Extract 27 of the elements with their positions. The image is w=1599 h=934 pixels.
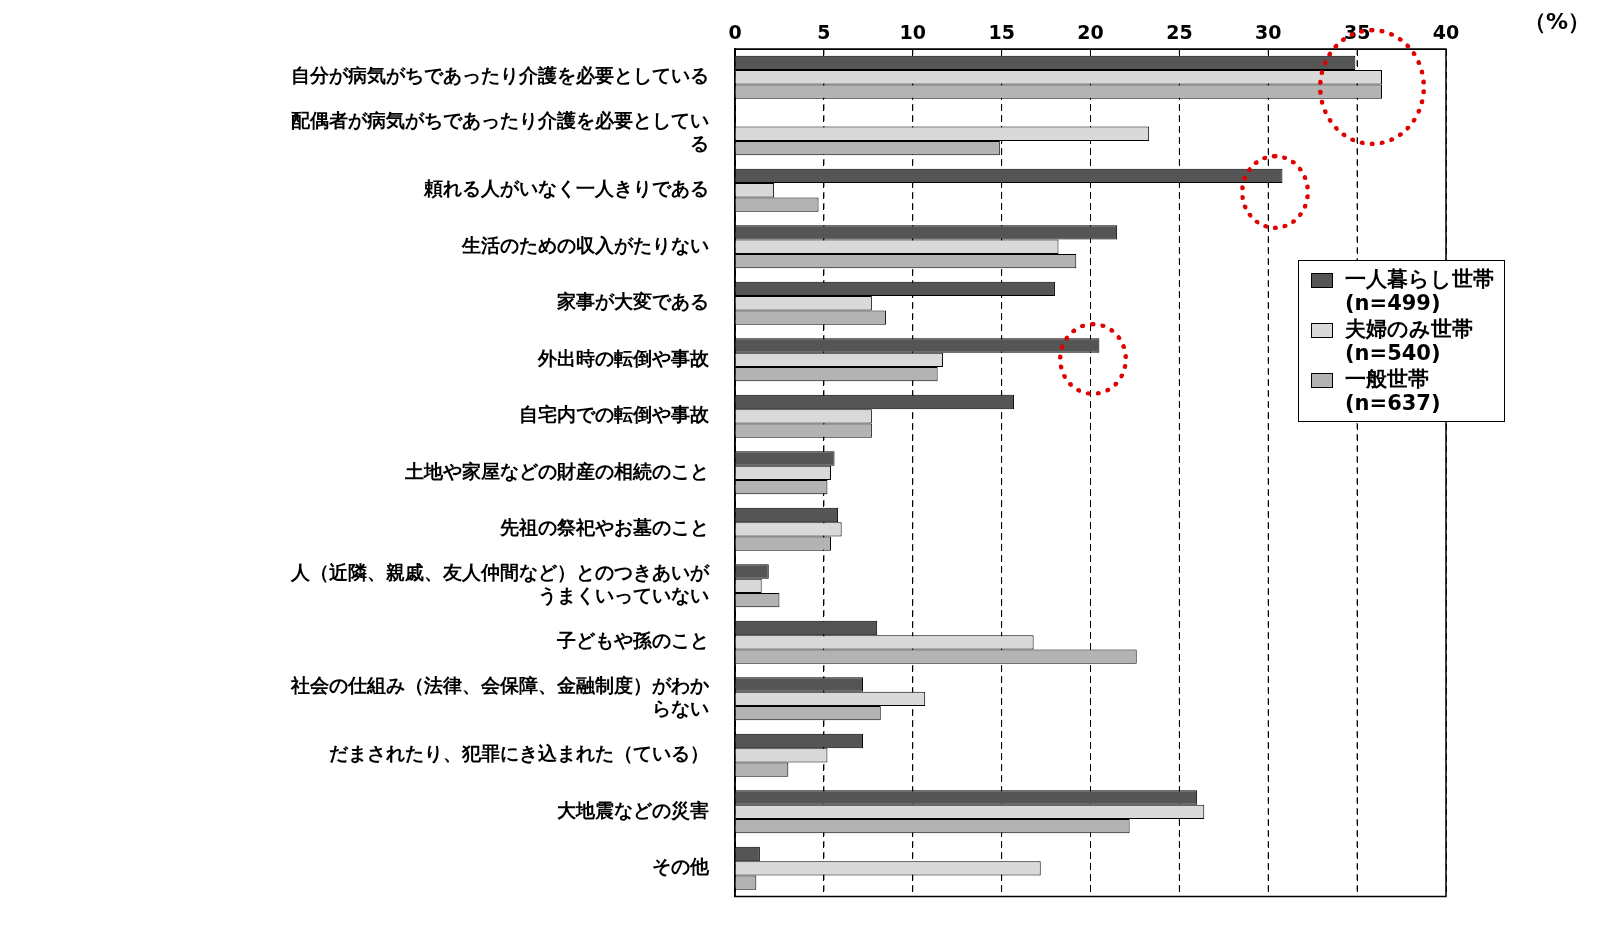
x-axis-title: （%） bbox=[1523, 8, 1590, 34]
y-tick-label: 人（近隣、親戚、友人仲間など）とのつきあいがうまくいっていない bbox=[290, 561, 710, 608]
y-tick-label: 先祖の祭祀やお墓のこと bbox=[499, 516, 709, 539]
y-tick-label: 配偶者が病気がちであったり介護を必要としている bbox=[291, 109, 709, 155]
x-tick-label: 5 bbox=[817, 20, 831, 43]
legend-label: 一般世帯 (n=637) bbox=[1345, 367, 1441, 415]
x-tick-label: 30 bbox=[1255, 20, 1282, 43]
x-tick-label: 40 bbox=[1432, 20, 1460, 43]
y-tick-label: 家事が大変である bbox=[556, 290, 709, 313]
y-tick-label: 大地震などの災害 bbox=[557, 798, 709, 821]
y-tick-label: 子どもや孫のこと bbox=[556, 629, 709, 652]
x-tick-label: 25 bbox=[1166, 20, 1193, 43]
legend-label: 一人暮らし世帯 (n=499) bbox=[1345, 267, 1494, 315]
y-tick-label: その他 bbox=[652, 855, 710, 878]
x-tick-label: 20 bbox=[1077, 20, 1104, 43]
y-tick-label: 頼れる人がいなく一人きりである bbox=[423, 177, 709, 200]
y-tick-label: だまされたり、犯罪にき込まれた（ている） bbox=[329, 742, 709, 765]
y-tick-label: 自宅内での転倒や事故 bbox=[519, 403, 710, 426]
x-tick-label: 0 bbox=[728, 20, 742, 43]
legend-label: 夫婦のみ世帯 (n=540) bbox=[1345, 317, 1473, 365]
y-tick-label: 生活のための収入がたりない bbox=[461, 233, 709, 256]
y-tick-label: 土地や家屋などの財産の相続のこと bbox=[404, 459, 709, 482]
y-tick-label: 自分が病気がちであったり介護を必要としている bbox=[291, 64, 709, 87]
y-tick-label: 社会の仕組み（法律、会保障、金融制度）がわからない bbox=[290, 674, 710, 720]
x-tick-label: 15 bbox=[988, 20, 1015, 43]
x-tick-label: 10 bbox=[899, 20, 926, 43]
y-tick-label: 外出時の転倒や事故 bbox=[537, 346, 710, 369]
